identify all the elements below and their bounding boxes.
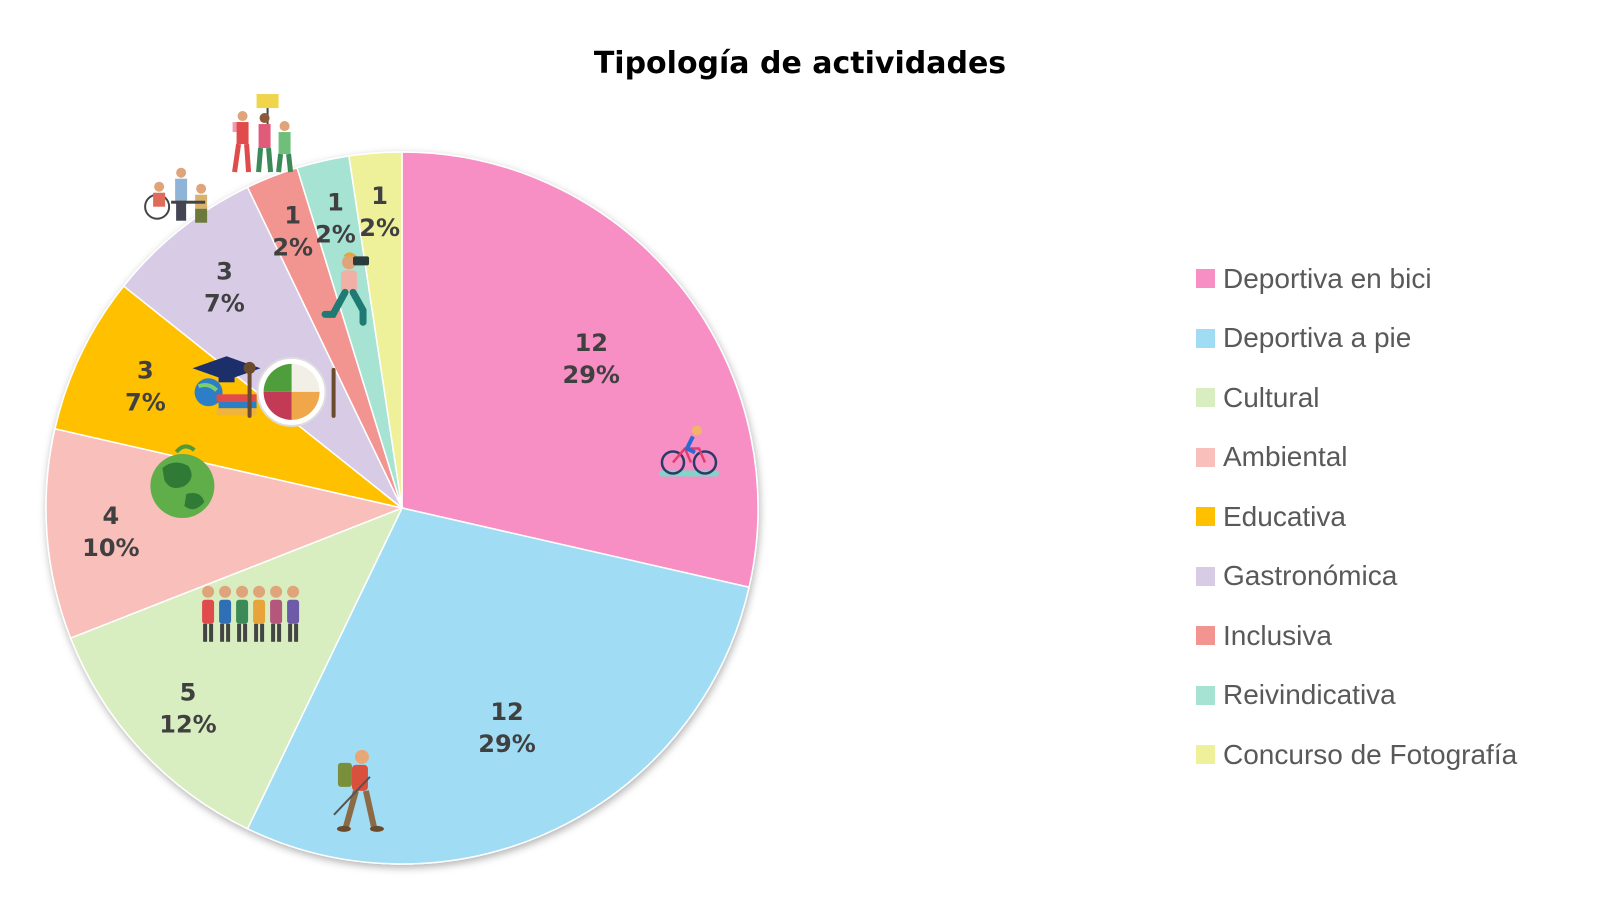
legend-label: Gastronómica xyxy=(1223,560,1398,592)
data-label-value-gastronomica: 3 xyxy=(216,257,233,285)
cyclist-icon xyxy=(658,425,719,477)
data-label-percent-ambiental: 10% xyxy=(82,534,139,562)
data-label-percent-inclusiva: 2% xyxy=(272,234,313,262)
legend-swatch xyxy=(1196,685,1215,705)
legend-item-educativa: Educativa xyxy=(1196,487,1517,547)
legend-label: Concurso de Fotografía xyxy=(1223,738,1518,770)
legend-swatch xyxy=(1196,328,1215,348)
photographer-icon xyxy=(321,252,370,326)
legend-swatch xyxy=(1196,388,1215,408)
legend-label: Deportiva en bici xyxy=(1223,262,1432,294)
data-label-value-educativa: 3 xyxy=(137,356,154,384)
legend-swatch xyxy=(1196,507,1215,527)
pie-slices xyxy=(45,151,759,865)
legend-item-ambiental: Ambiental xyxy=(1196,428,1517,488)
legend-swatch xyxy=(1196,269,1215,289)
data-label-value-inclusiva: 1 xyxy=(284,202,301,230)
data-label-percent-educativa: 7% xyxy=(125,388,166,416)
legend-item-reivindicativa: Reivindicativa xyxy=(1196,666,1517,726)
pie-slice-cultural xyxy=(69,506,404,830)
data-label-value-cultural: 5 xyxy=(180,679,197,707)
legend: Deportiva en bici Deportiva a pie Cultural… xyxy=(1196,249,1517,785)
pie-slice-deportiva-a-pie xyxy=(246,507,750,865)
legend-item-deportiva-en-bici: Deportiva en bici xyxy=(1196,249,1517,309)
legend-swatch xyxy=(1196,626,1215,646)
legend-label: Ambiental xyxy=(1223,441,1348,473)
data-label-value-concurso-de-fotografia: 1 xyxy=(371,182,388,210)
data-label-percent-deportiva-en-bici: 29% xyxy=(563,361,620,389)
data-label-percent-reivindicativa: 2% xyxy=(315,220,356,248)
slice-icons xyxy=(144,94,719,832)
pie-slice-gastronomica xyxy=(122,186,403,509)
legend-label: Reivindicativa xyxy=(1223,679,1396,711)
legend-label: Deportiva a pie xyxy=(1223,322,1412,354)
food-plate-icon xyxy=(243,356,336,427)
legend-item-cultural: Cultural xyxy=(1196,368,1517,428)
data-label-value-deportiva-en-bici: 12 xyxy=(575,329,608,357)
pie-slice-deportiva-en-bici xyxy=(401,151,759,589)
data-label-percent-concurso-de-fotografia: 2% xyxy=(359,214,400,242)
protest-icon xyxy=(232,94,294,173)
data-label-value-deportiva-a-pie: 12 xyxy=(490,698,523,726)
inclusion-group-icon xyxy=(144,167,208,223)
legend-label: Inclusiva xyxy=(1223,619,1332,651)
legend-item-deportiva-a-pie: Deportiva a pie xyxy=(1196,309,1517,369)
legend-item-concurso-de-fotografia: Concurso de Fotografía xyxy=(1196,725,1517,785)
data-label-percent-gastronomica: 7% xyxy=(204,289,245,317)
legend-label: Cultural xyxy=(1223,381,1320,413)
pie-slice-concurso-de-fotografia xyxy=(348,151,403,509)
data-label-percent-deportiva-a-pie: 29% xyxy=(478,730,535,758)
data-label-value-reivindicativa: 1 xyxy=(327,188,344,216)
graduation-books-icon xyxy=(192,356,261,416)
pie-slice-ambiental xyxy=(45,427,405,640)
people-group-icon xyxy=(202,585,300,642)
chart-title: Tipología de actividades xyxy=(593,46,1007,81)
legend-item-gastronomica: Gastronómica xyxy=(1196,547,1517,607)
data-label-percent-cultural: 12% xyxy=(159,711,216,739)
legend-swatch xyxy=(1196,745,1215,765)
legend-label: Educativa xyxy=(1223,500,1346,532)
legend-swatch xyxy=(1196,566,1215,586)
earth-icon xyxy=(150,444,215,519)
legend-swatch xyxy=(1196,447,1215,467)
data-label-value-ambiental: 4 xyxy=(103,502,120,530)
hiker-icon xyxy=(333,749,384,832)
legend-item-inclusiva: Inclusiva xyxy=(1196,606,1517,666)
